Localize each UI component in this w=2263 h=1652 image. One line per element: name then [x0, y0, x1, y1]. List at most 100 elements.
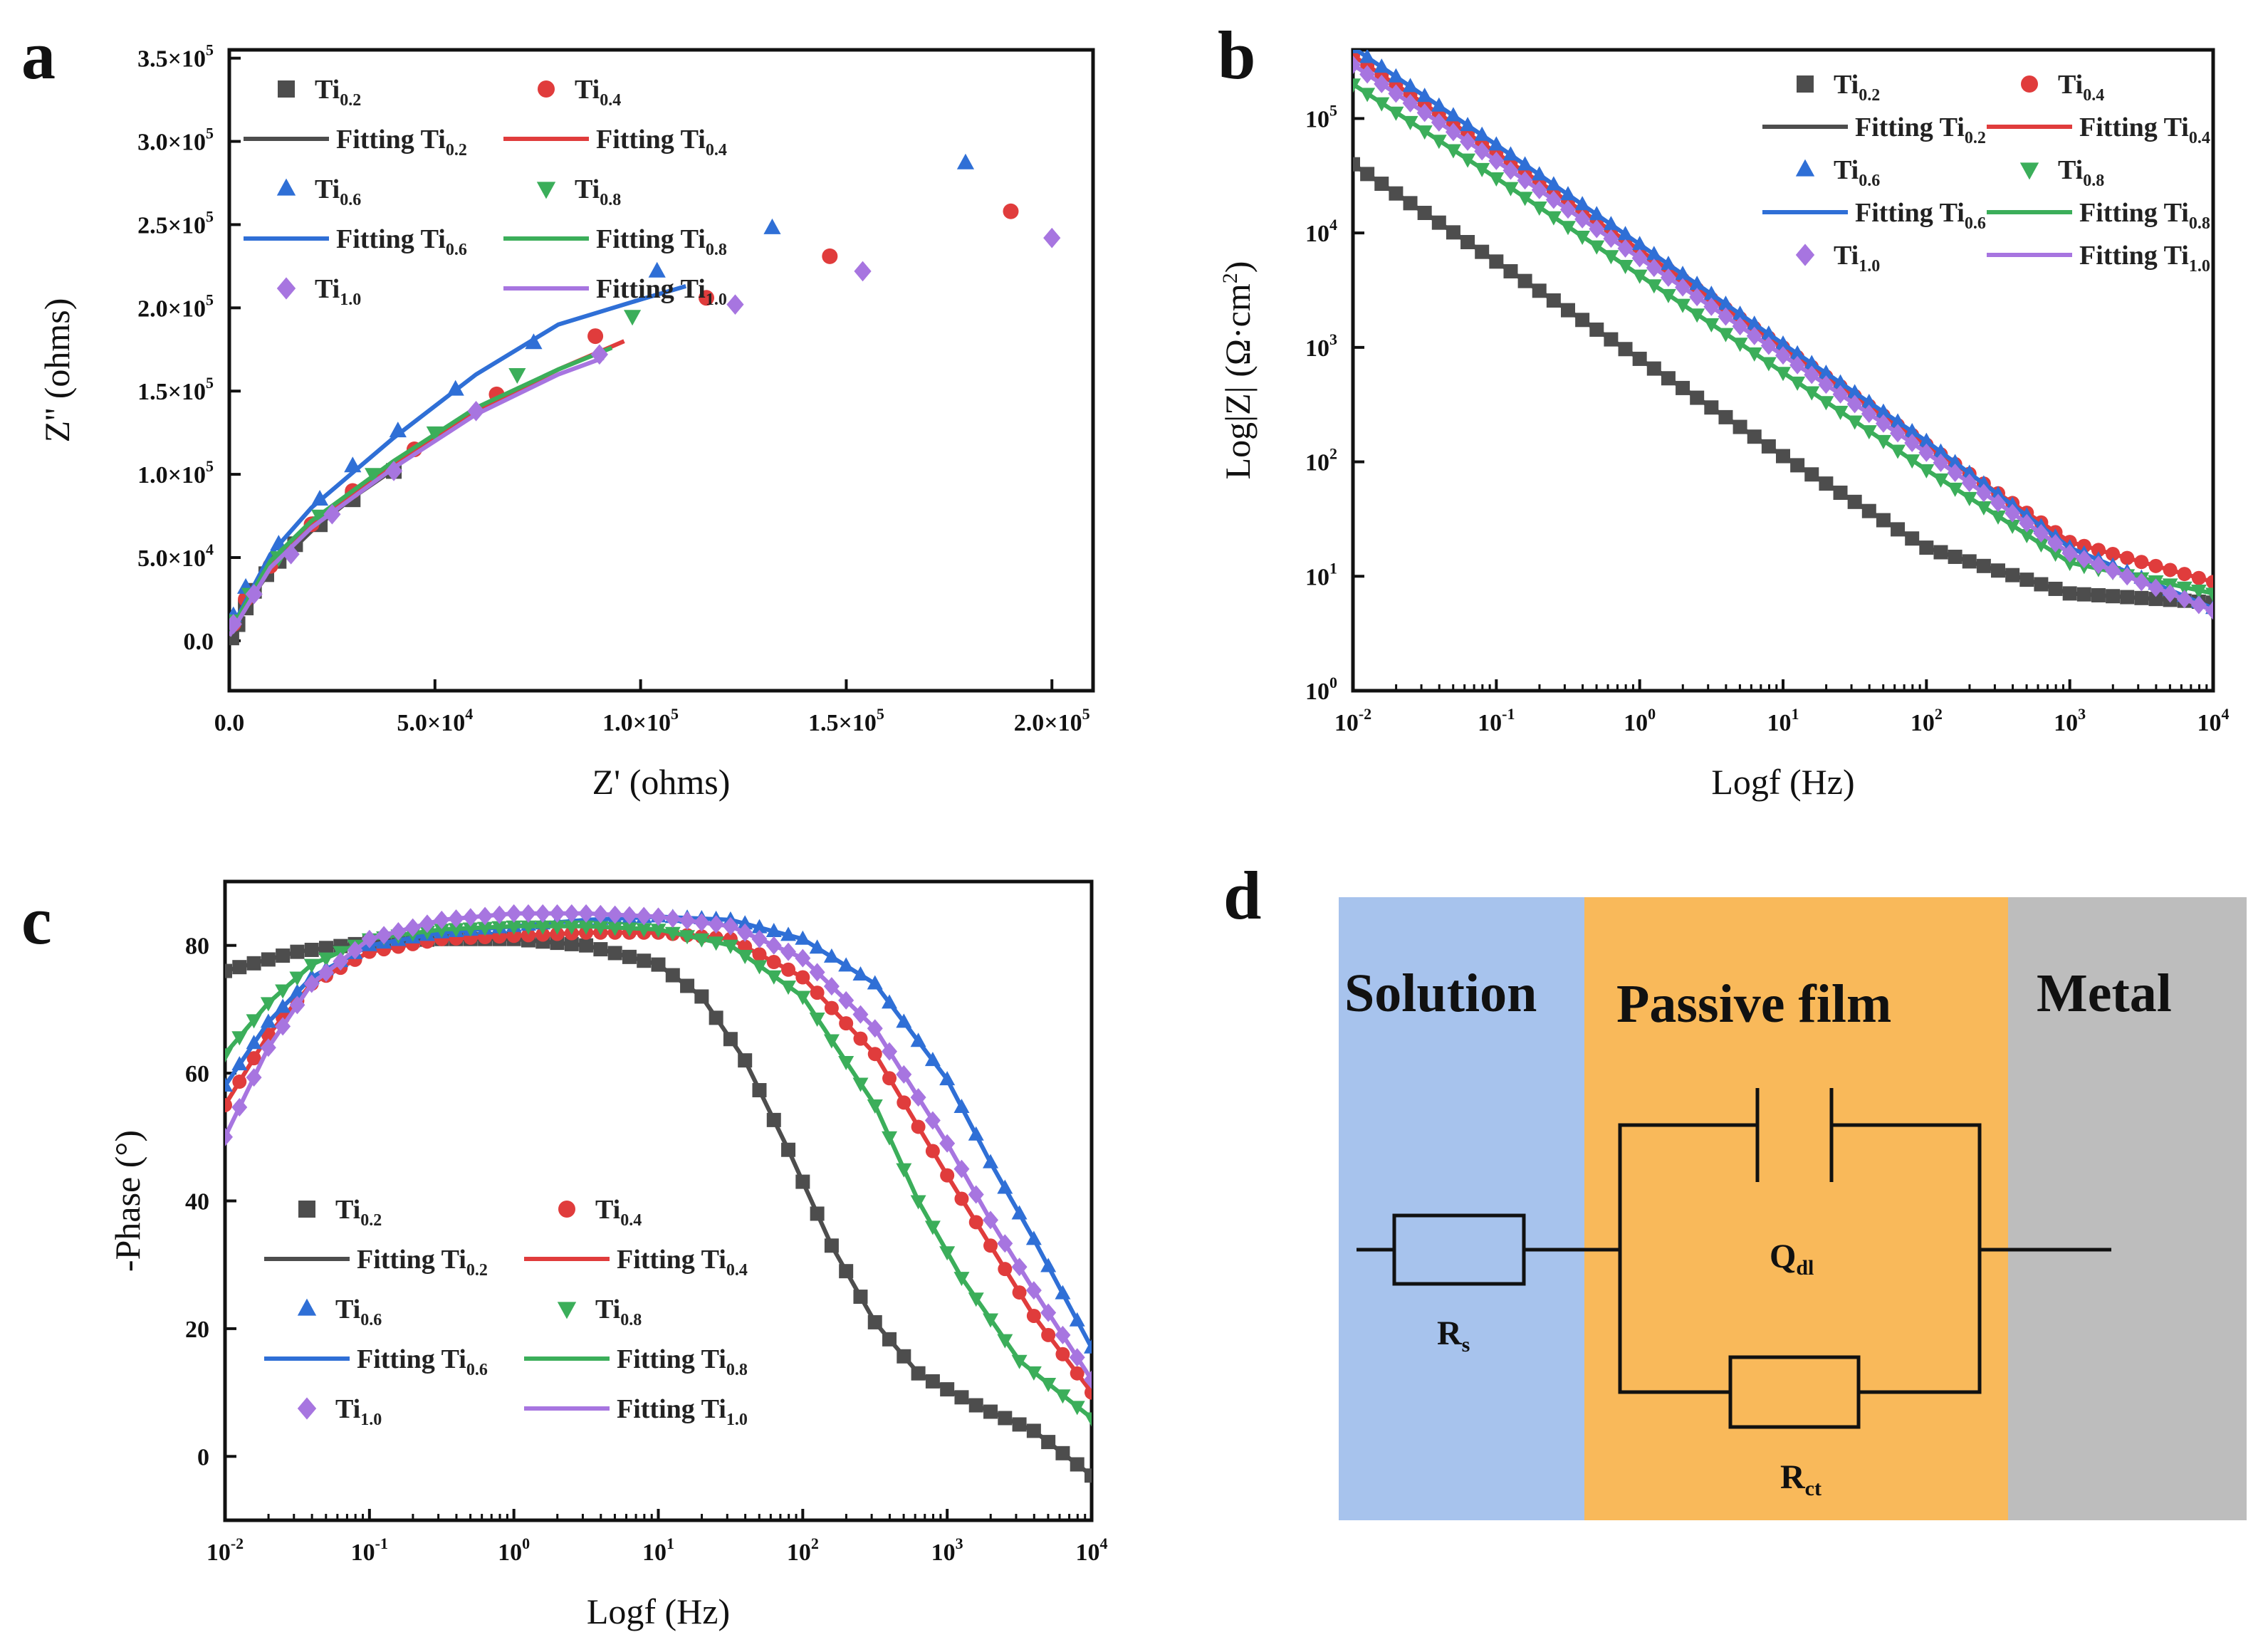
- data-point: [795, 930, 811, 945]
- data-point: [1574, 209, 1591, 229]
- data-point: [1775, 335, 1791, 350]
- data-point: [1990, 510, 2006, 525]
- y-axis-label: -Phase (°): [108, 1130, 147, 1272]
- data-point: [1904, 454, 1920, 469]
- data-point: [1975, 483, 1992, 503]
- data-point: [508, 368, 526, 385]
- data-point: [1905, 531, 1920, 546]
- data-point: [1445, 107, 1461, 122]
- data-point: [1875, 434, 1891, 449]
- data-point: [385, 461, 403, 481]
- data-point: [1646, 258, 1662, 278]
- data-point: [1560, 200, 1576, 219]
- data-point: [1933, 473, 1949, 488]
- data-point: [389, 422, 407, 438]
- panel-label-b: b: [1218, 17, 1255, 93]
- panel-label-d: d: [1223, 857, 1261, 934]
- data-point: [679, 930, 696, 945]
- data-point: [997, 1234, 1013, 1253]
- data-point: [448, 923, 464, 938]
- data-point: [623, 310, 642, 326]
- data-point: [587, 328, 604, 345]
- series-ti10: [1353, 55, 2213, 620]
- data-point: [1732, 317, 1748, 336]
- data-point: [694, 989, 709, 1004]
- data-point: [998, 1411, 1013, 1426]
- data-point: [939, 1071, 956, 1086]
- legend-item: Ti0.8: [557, 1295, 642, 1329]
- data-point: [766, 955, 781, 970]
- data-point: [737, 923, 753, 942]
- legend-marker-swatch: [1795, 244, 1815, 266]
- data-point: [1675, 298, 1691, 313]
- data-point: [824, 1238, 839, 1253]
- data-point: [940, 1382, 955, 1397]
- data-point: [1875, 414, 1891, 433]
- data-point: [1918, 443, 1935, 462]
- data-point: [722, 939, 738, 954]
- data-point: [1990, 486, 2006, 501]
- fit-line-ti10: [229, 355, 605, 637]
- data-point: [1488, 136, 1505, 151]
- data-point: [491, 921, 508, 936]
- y-tick-label: 105: [1305, 101, 1337, 132]
- data-point: [1431, 97, 1447, 112]
- data-point: [225, 1127, 233, 1146]
- data-point: [795, 948, 811, 968]
- data-point: [1846, 415, 1863, 430]
- legend-marker-swatch: [297, 1397, 317, 1420]
- data-point: [2019, 573, 2034, 587]
- data-point: [763, 218, 781, 234]
- data-point: [780, 981, 797, 995]
- data-point: [1962, 554, 1977, 569]
- data-point: [1460, 132, 1476, 151]
- data-point: [1632, 351, 1647, 366]
- data-point: [1374, 74, 1390, 93]
- data-point: [376, 926, 392, 945]
- x-tick-label: 103: [2054, 705, 2086, 736]
- data-point: [1933, 453, 1949, 472]
- data-point: [467, 400, 485, 422]
- data-point: [303, 974, 320, 993]
- y-tick-label: 1.0×105: [137, 457, 214, 488]
- data-point: [954, 1191, 969, 1206]
- data-point: [953, 1272, 970, 1287]
- legend-label: Fitting Ti0.8: [596, 224, 727, 259]
- data-point: [1389, 186, 1404, 201]
- legend-item: Fitting Ti0.2: [1762, 113, 1986, 147]
- data-point: [997, 1179, 1013, 1194]
- data-point: [896, 1163, 912, 1178]
- data-point: [1085, 1468, 1092, 1483]
- legend: Ti0.2 Ti0.4 Fitting Ti0.2 Fitting Ti0.4 Ti0.…: [1762, 70, 2210, 276]
- data-point: [225, 1077, 233, 1092]
- data-point: [1760, 336, 1777, 355]
- y-tick-label: 103: [1305, 330, 1337, 362]
- data-point: [225, 1048, 233, 1063]
- data-point: [2033, 523, 2049, 543]
- data-point: [1475, 244, 1490, 259]
- data-point: [1775, 346, 1791, 365]
- data-point: [1055, 1285, 1071, 1300]
- data-point: [1747, 429, 1762, 444]
- series-ti06: [229, 153, 975, 634]
- legend-item: Ti0.8: [536, 174, 621, 209]
- solution-label: Solution: [1344, 963, 1537, 1023]
- data-point: [810, 986, 825, 1000]
- data-point: [1790, 458, 1805, 473]
- data-point: [780, 926, 797, 941]
- data-point: [650, 907, 667, 926]
- x-tick-label: 0.0: [214, 710, 245, 736]
- y-axis-label: Z'' (ohms): [37, 298, 77, 443]
- legend-label: Fitting Ti0.2: [336, 125, 467, 160]
- y-axis-label: Log|Z| (Ω·cm2): [1218, 261, 1258, 480]
- x-axis-label: Logf (Hz): [587, 1591, 730, 1631]
- legend-label: Fitting Ti0.8: [2079, 198, 2210, 233]
- data-point: [867, 1099, 883, 1114]
- data-point: [925, 1144, 940, 1159]
- data-point: [1026, 1308, 1041, 1323]
- data-point: [1517, 171, 1533, 190]
- data-point: [1403, 196, 1418, 211]
- metal-region: [2008, 897, 2247, 1520]
- data-point: [260, 997, 276, 1012]
- data-point: [1789, 355, 1806, 375]
